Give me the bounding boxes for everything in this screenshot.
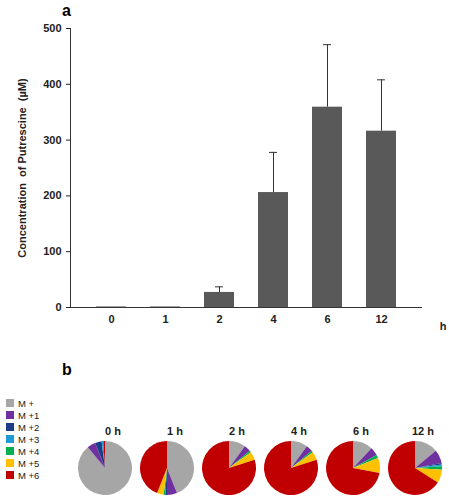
svg-text:2 h: 2 h bbox=[229, 425, 245, 437]
svg-text:200: 200 bbox=[43, 189, 61, 201]
svg-text:Concentration of Putrescine: Concentration of Putrescine (µM) bbox=[16, 78, 28, 258]
svg-text:4 h: 4 h bbox=[291, 425, 307, 437]
svg-text:M +6: M +6 bbox=[18, 470, 39, 481]
svg-text:400: 400 bbox=[43, 78, 61, 90]
svg-text:M +2: M +2 bbox=[18, 422, 39, 433]
svg-text:M +1: M +1 bbox=[18, 410, 39, 421]
svg-text:1: 1 bbox=[162, 313, 168, 325]
svg-text:6 h: 6 h bbox=[353, 425, 369, 437]
svg-text:6: 6 bbox=[324, 313, 330, 325]
svg-text:12 h: 12 h bbox=[412, 425, 434, 437]
svg-text:0: 0 bbox=[108, 313, 114, 325]
svg-text:2: 2 bbox=[216, 313, 222, 325]
svg-text:b: b bbox=[62, 361, 72, 378]
svg-text:100: 100 bbox=[43, 245, 61, 257]
svg-text:M +4: M +4 bbox=[18, 446, 39, 457]
svg-text:0 h: 0 h bbox=[105, 425, 121, 437]
svg-text:300: 300 bbox=[43, 134, 61, 146]
svg-text:h: h bbox=[440, 320, 447, 332]
svg-text:4: 4 bbox=[270, 313, 277, 325]
svg-text:0: 0 bbox=[55, 301, 61, 313]
svg-text:M +5: M +5 bbox=[18, 458, 39, 469]
svg-text:M +: M + bbox=[18, 398, 35, 409]
svg-text:M +3: M +3 bbox=[18, 434, 39, 445]
svg-text:12: 12 bbox=[375, 313, 387, 325]
svg-text:1 h: 1 h bbox=[167, 425, 183, 437]
html-text:a: a bbox=[62, 2, 71, 19]
svg-text:500: 500 bbox=[43, 22, 61, 34]
